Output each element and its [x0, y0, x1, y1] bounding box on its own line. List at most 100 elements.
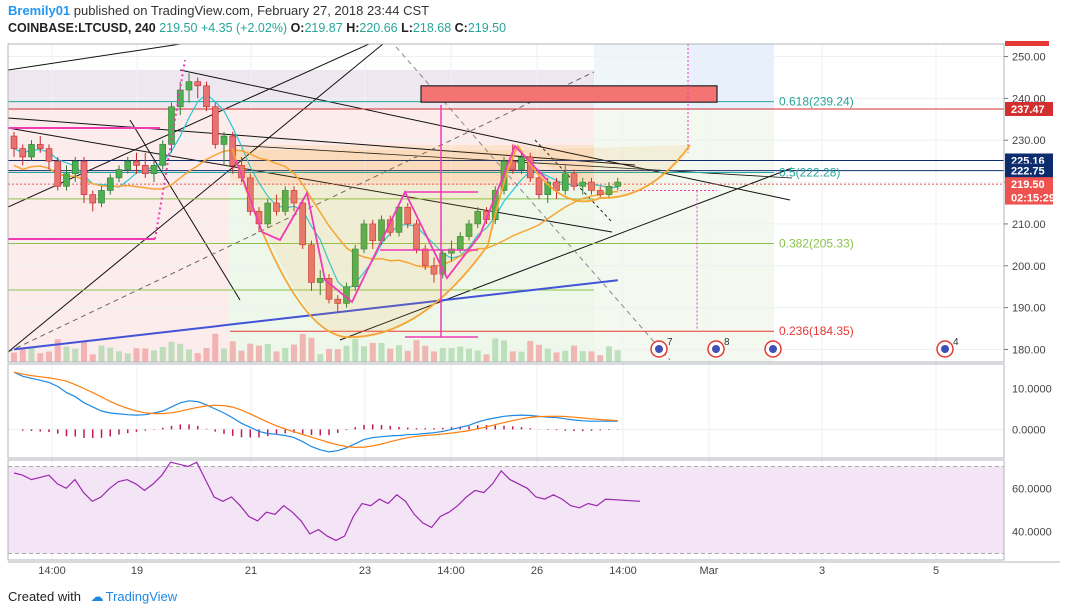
tradingview-brand[interactable]: TradingView [105, 589, 178, 604]
fib-zone-green [230, 185, 595, 362]
volume-bar [536, 344, 542, 362]
candle-up [115, 169, 123, 179]
low-value: 218.68 [412, 21, 452, 35]
volume-bar [614, 350, 621, 362]
candle-up [465, 223, 473, 237]
time-tick-label: 14:00 [38, 565, 66, 577]
macd-tick-label: 10.0000 [1012, 384, 1052, 396]
volume-bar [571, 345, 577, 362]
candle-up [281, 190, 289, 212]
candle-down [308, 244, 315, 283]
volume-bar [579, 351, 586, 362]
macd-line [13, 371, 618, 453]
price-label-badge [1005, 163, 1053, 178]
volume-bar [422, 345, 429, 362]
volume-bar [203, 348, 210, 362]
rsi-pane [8, 461, 1004, 554]
volume-bar [264, 344, 271, 362]
close-value: 219.50 [467, 21, 507, 35]
cup-shading [232, 145, 690, 339]
candle-up [395, 206, 403, 233]
candle-down [404, 206, 412, 225]
volume-bar [317, 354, 324, 362]
price-label-text: 219.50 [1011, 179, 1045, 191]
volume-bar [448, 348, 455, 362]
magenta-dotted-rise [154, 59, 186, 240]
tradingview-logo-icon[interactable]: ☁ [90, 589, 104, 604]
fib-label: 0.236(184.35) [779, 324, 854, 338]
resistance-box [420, 85, 718, 103]
time-tick-label: 19 [131, 565, 143, 577]
w-pattern-line [235, 144, 548, 304]
volume-bar [282, 348, 289, 362]
fib-label: 0.618(239.24) [779, 95, 854, 109]
volume-bar [116, 351, 122, 362]
volume-bar [28, 347, 35, 362]
last-price: 219.50 [159, 21, 198, 35]
volume-bar [562, 350, 569, 362]
symbol-label[interactable]: COINBASE:LTCUSD, 240 [8, 21, 156, 35]
candle-up [159, 144, 167, 166]
volume-bar [299, 334, 306, 362]
rsi-band [8, 466, 1004, 554]
volume-bar [457, 346, 464, 362]
candle-up [448, 248, 455, 254]
candle-down [430, 265, 438, 275]
price-tick-label: 200.00 [1012, 261, 1046, 273]
author-link[interactable]: Bremily01 [8, 3, 71, 18]
pane-border [7, 459, 1005, 561]
volume-bar [483, 354, 490, 362]
volume-bar [124, 353, 131, 362]
volume-bar [212, 333, 219, 362]
volume-bar [72, 348, 79, 362]
event-badges[interactable]: 7 8 4 [650, 337, 959, 358]
price-axis[interactable]: 180.00190.00200.00210.00220.00230.00240.… [1004, 41, 1055, 539]
event-globe-icon [941, 345, 949, 353]
moving-average-line [13, 149, 618, 268]
candle-down [588, 181, 595, 191]
macd-tick-label: 0.0000 [1012, 424, 1046, 436]
time-tick-label: 14:00 [437, 565, 465, 577]
pattern-overlay[interactable] [8, 59, 691, 339]
open-value: 219.87 [304, 21, 343, 35]
candle-down [80, 160, 88, 195]
volume-bar [439, 348, 446, 362]
volume-bar [527, 341, 534, 362]
volume-bar [308, 337, 315, 362]
candle-down [45, 148, 53, 162]
event-count: 4 [953, 337, 959, 348]
rsi-line [13, 461, 641, 542]
volume-bar [81, 341, 87, 362]
volume-bar [98, 345, 105, 362]
cup-and-handle-curve [231, 144, 691, 338]
fib-labels: 0.618(239.24) 0.5(222.28) 0.382(205.33) 0.2… [779, 95, 854, 339]
volume-bar [352, 338, 359, 362]
event-globe-icon [712, 345, 720, 353]
volume-bar [553, 352, 560, 362]
volume-bar [273, 351, 280, 362]
candle-down [369, 223, 377, 241]
candle-down [211, 106, 219, 145]
volume-bar [186, 349, 192, 362]
volume-bar [168, 341, 175, 362]
volume-bar [37, 353, 44, 362]
footer: Created with ☁ TradingView [8, 589, 177, 605]
candle-down [596, 190, 604, 195]
price-tick-label: 190.00 [1012, 303, 1046, 315]
candle-down [334, 298, 342, 304]
price-tick-label: 180.00 [1012, 344, 1046, 356]
volume-bar [247, 343, 254, 362]
volume-bar [256, 345, 262, 362]
volume-bar [509, 351, 516, 362]
candle-up [98, 190, 105, 204]
volume-bars [11, 333, 621, 362]
time-axis[interactable]: 14:00 19 21 23 14:00 26 14:00 Mar 3 5 [38, 565, 939, 577]
candle-down [421, 248, 429, 267]
pane-border [7, 363, 1005, 459]
time-tick-label: 3 [819, 565, 825, 577]
candle-up [71, 160, 79, 175]
fib-label: 0.382(205.33) [779, 236, 854, 250]
trend-line-falling-b [8, 127, 613, 233]
candle-down [290, 190, 298, 204]
